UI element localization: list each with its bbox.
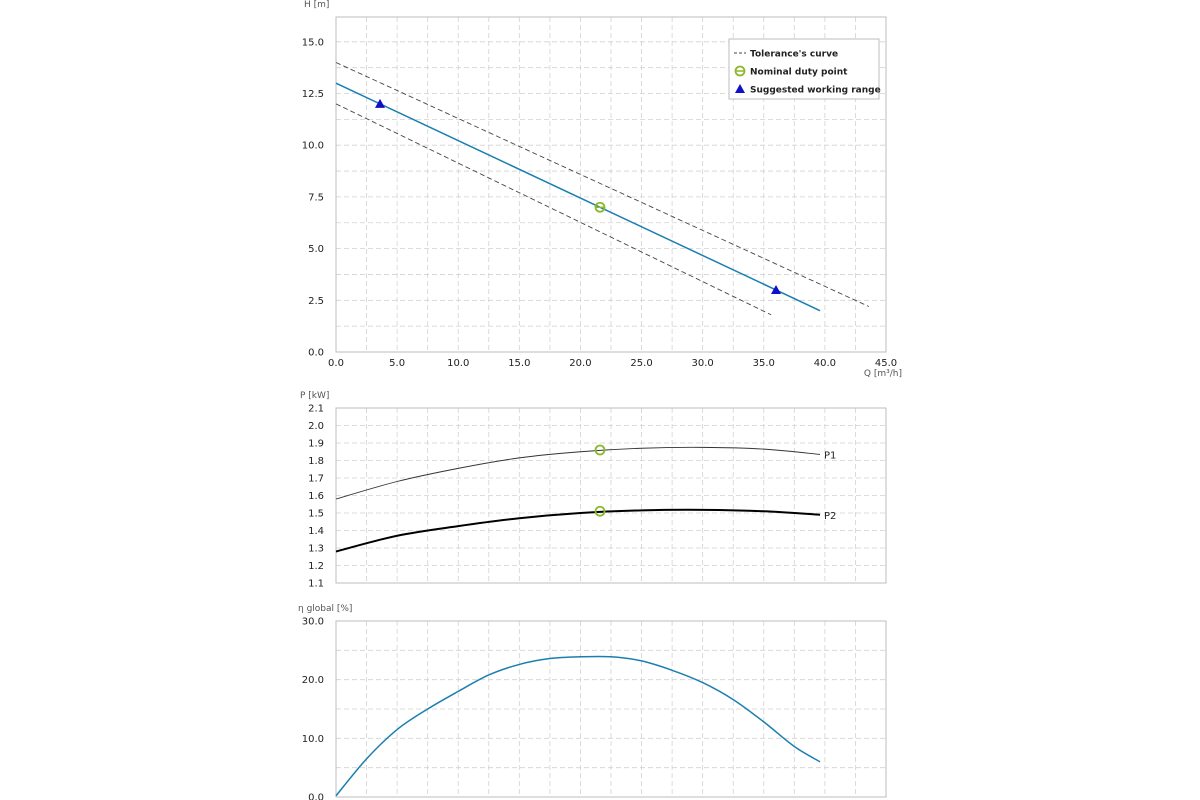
series-line-curve — [335, 82, 821, 312]
y-tick-label: 1.1 — [308, 579, 324, 590]
working-range-point — [375, 98, 385, 108]
y-tick-label: 1.3 — [308, 544, 324, 555]
series-line — [335, 655, 821, 797]
legend-label: Tolerance's curve — [750, 50, 838, 60]
y-tick-label: 1.2 — [308, 561, 324, 572]
working-range-point — [771, 284, 781, 294]
x-tick-label: 40.0 — [814, 358, 836, 369]
x-tick-label: 45.0 — [875, 358, 897, 369]
legend-triangle-swatch — [735, 84, 745, 93]
y-tick-label: 1.9 — [308, 439, 324, 450]
y-tick-label: 20.0 — [302, 675, 324, 686]
series-line-p2 — [335, 508, 821, 553]
y-tick-label: 15.0 — [302, 37, 324, 48]
legend: Tolerance's curve Nominal duty point Sugge… — [728, 38, 881, 100]
nominal-duty-point — [594, 505, 606, 517]
y-tick-label: 0.0 — [308, 793, 324, 800]
chart-panel-2: 1.1 1.2 1.3 1.4 1.5 1.6 1.7 1.8 1.9 2.0 2.1 P [kW] P… — [300, 391, 887, 590]
x-tick-label: 0.0 — [328, 358, 344, 369]
y-axis-label: P [kW] — [300, 391, 329, 401]
y-axis-label: η global [%] — [298, 604, 352, 614]
series-label-p1: P1 — [824, 450, 836, 461]
legend-label: Nominal duty point — [750, 68, 848, 78]
x-tick-label: 35.0 — [753, 358, 775, 369]
series-line-p1 — [335, 446, 821, 500]
legend-box — [728, 38, 880, 100]
y-tick-label: 5.0 — [308, 244, 324, 255]
plot-frame — [335, 16, 887, 353]
y-tick-label: 0.0 — [308, 348, 324, 359]
y-tick-label: 1.7 — [308, 474, 324, 485]
x-tick-label: 30.0 — [692, 358, 714, 369]
series-line-tolerance-upper — [335, 62, 870, 307]
series-line-tolerance-lower — [335, 103, 772, 316]
y-tick-label: 30.0 — [302, 617, 324, 628]
y-axis-label: H [m] — [304, 0, 329, 10]
plot-frame — [335, 620, 887, 798]
y-tick-label: 1.8 — [308, 456, 324, 467]
y-tick-label: 1.4 — [308, 526, 324, 537]
chart-panel-3: 0.0 10.0 20.0 30.0 η global [%] — [298, 604, 887, 800]
y-tick-label: 12.5 — [302, 89, 324, 100]
series-label-p2: P2 — [824, 511, 836, 522]
y-tick-label: 2.5 — [308, 296, 324, 307]
y-tick-label: 10.0 — [302, 734, 324, 745]
y-tick-label: 2.1 — [308, 404, 324, 415]
legend-label: Suggested working range — [750, 86, 881, 96]
y-tick-label: 1.5 — [308, 509, 324, 520]
x-tick-label: 10.0 — [447, 358, 469, 369]
nominal-duty-point — [594, 444, 606, 456]
x-tick-label: 15.0 — [508, 358, 530, 369]
y-tick-label: 2.0 — [308, 421, 324, 432]
x-tick-label: 25.0 — [630, 358, 652, 369]
chart-panel-1: 0.0 2.5 5.0 7.5 10.0 12.5 15.0 0.0 5.0 10.0 15.0 20… — [302, 0, 902, 379]
y-tick-label: 10.0 — [302, 141, 324, 152]
x-tick-label: 20.0 — [569, 358, 591, 369]
y-tick-label: 1.6 — [308, 491, 324, 502]
plot-frame — [335, 407, 887, 584]
x-axis-label: Q [m³/h] — [864, 369, 902, 379]
y-tick-label: 7.5 — [308, 192, 324, 203]
x-tick-label: 5.0 — [389, 358, 405, 369]
